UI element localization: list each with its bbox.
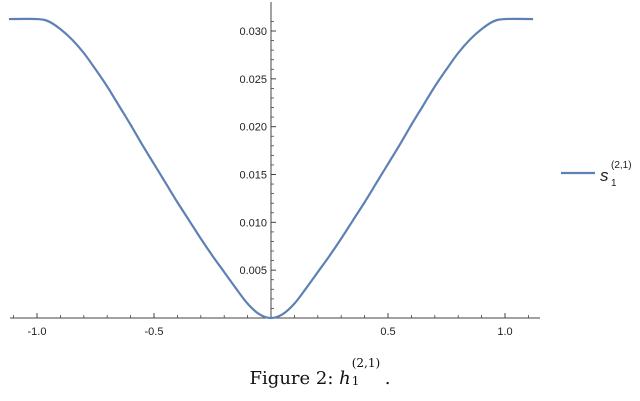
x-tick-label: 1.0	[497, 326, 512, 338]
y-tick-label: 0.020	[239, 122, 267, 134]
x-tick-label: -1.0	[28, 326, 47, 338]
legend-label-sup: (2,1)	[611, 160, 632, 171]
y-tick-label: 0.005	[239, 265, 267, 277]
y-tick-label: 0.025	[239, 74, 267, 86]
x-tick-label: 0.5	[380, 326, 395, 338]
caption-suffix: .	[384, 368, 391, 389]
caption-sub: 1	[351, 374, 360, 388]
y-tick-label: 0.010	[239, 217, 267, 229]
series-line	[8, 17, 534, 320]
y-tick-label: 0.015	[239, 170, 267, 182]
series	[8, 17, 534, 320]
x-tick-label: -0.5	[145, 326, 164, 338]
caption-sup: (2,1)	[351, 356, 381, 370]
legend-label-sub: 1	[611, 178, 617, 189]
caption-base: h	[339, 368, 351, 389]
caption-prefix: Figure 2:	[249, 368, 340, 389]
y-tick-label: 0.030	[239, 26, 267, 38]
figure-caption: Figure 2: h (2,1) 1.	[0, 356, 640, 389]
ticks: -1.0 -0.5 0.5 1.0 0.005 0.010 0.015 0.020 0.025 0…	[13, 21, 529, 338]
caption-scripts: (2,1) 1	[351, 356, 385, 388]
legend: s(2,1) 1	[561, 160, 632, 189]
chart: -1.0 -0.5 0.5 1.0 0.005 0.010 0.015 0.020 0.025 0…	[8, 2, 632, 338]
legend-label-base: s	[600, 166, 609, 185]
